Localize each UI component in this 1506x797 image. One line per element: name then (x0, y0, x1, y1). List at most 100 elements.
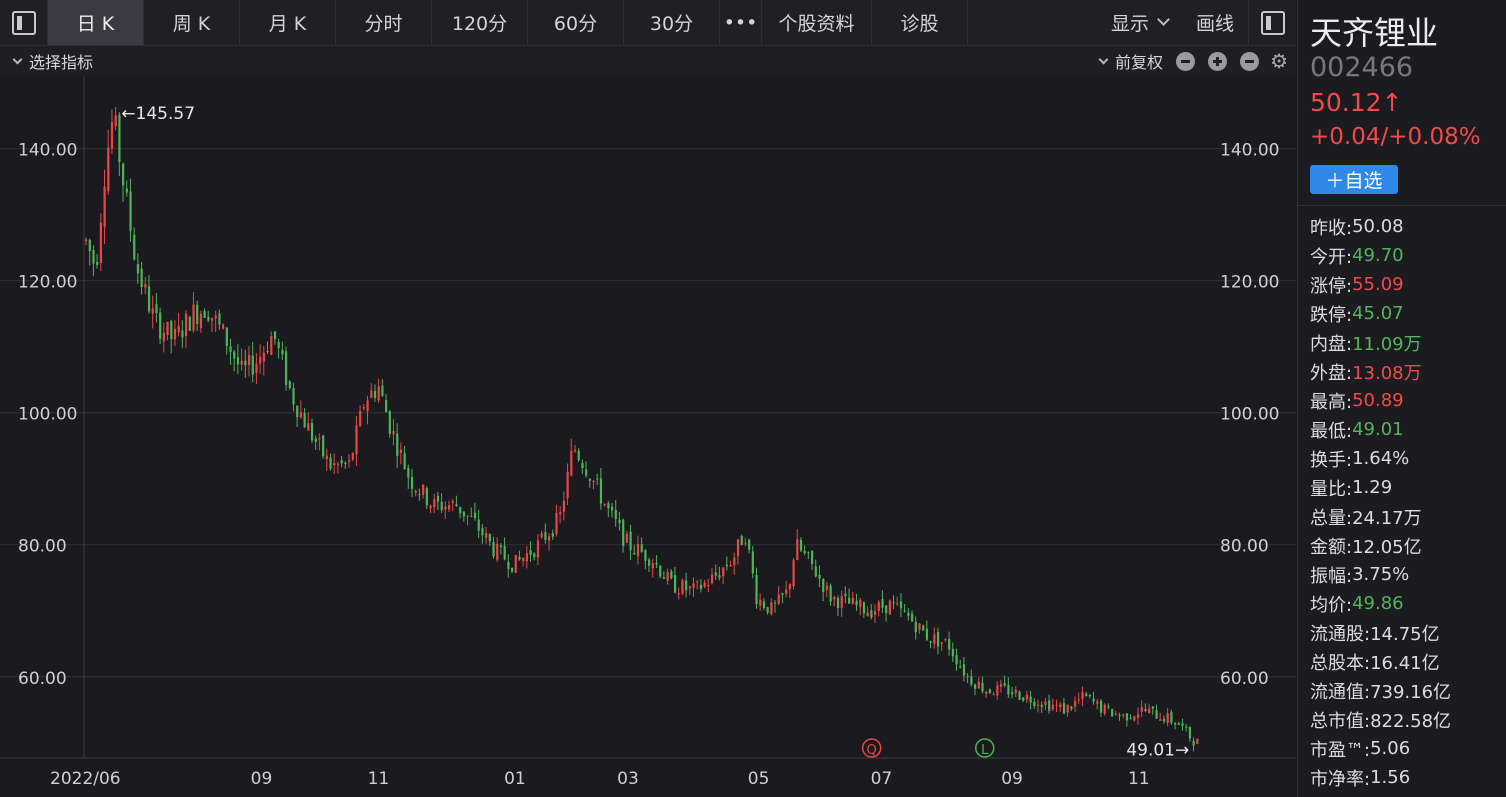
stock-change: +0.04/+0.08% (1310, 124, 1481, 150)
stock-name: 天齐锂业 (1310, 14, 1439, 52)
stat-label: 振幅: (1310, 565, 1353, 587)
candle-body (699, 584, 703, 590)
candle-body (836, 597, 840, 609)
candle-body (636, 544, 640, 557)
candle-body (1085, 693, 1088, 696)
candle-body (888, 600, 892, 615)
candle-body (510, 567, 514, 572)
candle-body (1096, 701, 1099, 704)
display-dropdown[interactable]: 显示 (1101, 0, 1178, 45)
tab-120min[interactable]: 120分 (432, 0, 528, 45)
y-tick-label-left: 120.00 (18, 273, 77, 293)
stat-value: 16.41亿 (1370, 652, 1440, 674)
candle-body (477, 519, 480, 531)
candle-body (196, 304, 199, 324)
candle-body (292, 388, 295, 405)
candle-body (714, 572, 717, 576)
candle-body (303, 413, 306, 428)
candle-body (1025, 694, 1029, 700)
candle-body (1059, 704, 1062, 708)
stat-label: 总股本: (1310, 652, 1371, 674)
candle-body (981, 682, 984, 692)
candle-body (351, 453, 354, 460)
candle-body (359, 410, 362, 426)
candle-body (140, 268, 143, 288)
candle-body (748, 539, 751, 550)
candle-body (977, 681, 980, 689)
candle-body (107, 147, 110, 192)
y-tick-label-left: 100.00 (18, 405, 77, 425)
candle-body (266, 351, 269, 353)
candle-body (577, 450, 580, 461)
candle-body (796, 539, 799, 561)
gear-icon[interactable]: ⚙ (1270, 49, 1288, 73)
candle-body (859, 599, 862, 607)
candle-body (729, 565, 732, 567)
candle-body (166, 321, 169, 336)
more-periods-button[interactable]: ••• (720, 0, 762, 45)
tab-stock-diagnosis[interactable]: 诊股 (872, 0, 968, 45)
tab-day-k[interactable]: 日 K (48, 0, 144, 45)
candle-body (307, 423, 310, 431)
candle-body (422, 484, 425, 495)
candlestick-chart[interactable]: 140.00 140.00 120.00 120.00 100.00 100.00 80.0… (0, 76, 1296, 797)
candle-body (711, 574, 714, 584)
x-tick-label: 09 (1001, 769, 1023, 789)
candle-body (262, 352, 266, 362)
candle-body (651, 563, 654, 569)
zoom-out-icon[interactable] (1176, 51, 1196, 71)
candle-body (536, 540, 540, 558)
stat-label: 昨收: (1310, 217, 1353, 239)
tab-week-k[interactable]: 周 K (144, 0, 240, 45)
tab-60min[interactable]: 60分 (528, 0, 624, 45)
stat-label: 外盘: (1310, 362, 1353, 384)
candle-body (585, 469, 588, 476)
candle-body (525, 553, 528, 562)
tab-intraday[interactable]: 分时 (336, 0, 432, 45)
candle-body (666, 572, 669, 581)
candle-body (296, 405, 299, 418)
event-marker-label: Q (867, 743, 877, 758)
candle-body (529, 550, 532, 555)
stat-label: 今开: (1310, 246, 1353, 268)
collapse-icon[interactable] (1240, 51, 1260, 71)
adjust-mode-dropdown[interactable]: 前复权 (1115, 53, 1164, 72)
candle-body (633, 553, 636, 555)
candle-body (233, 351, 236, 359)
candle-body (88, 239, 91, 251)
tab-month-k[interactable]: 月 K (240, 0, 336, 45)
zoom-in-icon[interactable] (1208, 51, 1228, 71)
candle-body (999, 684, 1003, 687)
stat-value: 49.70 (1352, 245, 1404, 266)
candle-body (1077, 699, 1080, 701)
add-to-watchlist-button[interactable]: ＋自选 (1310, 165, 1398, 194)
candle-body (118, 114, 121, 163)
toggle-left-panel-button[interactable] (0, 0, 48, 45)
candle-body (225, 327, 228, 346)
candle-body (388, 411, 391, 434)
candle-body (570, 450, 573, 476)
candle-body (833, 596, 836, 600)
candle-body (1114, 713, 1117, 715)
candle-body (1122, 714, 1125, 716)
candle-body (518, 556, 521, 560)
candle-body (1188, 727, 1192, 739)
candle-body (966, 675, 969, 677)
candle-body (177, 325, 180, 333)
stat-label: 金额: (1310, 536, 1353, 558)
select-indicator-button[interactable]: 选择指标 (29, 53, 94, 72)
draw-line-button[interactable]: 画线 (1195, 13, 1234, 35)
y-tick-label-right: 80.00 (1220, 537, 1269, 557)
tab-stock-profile[interactable]: 个股资料 (762, 0, 872, 45)
candle-body (414, 490, 417, 493)
chevron-down-icon (12, 54, 23, 64)
candle-body (207, 316, 210, 321)
tab-30min[interactable]: 30分 (624, 0, 720, 45)
candle-body (640, 544, 643, 552)
candle-body (470, 515, 473, 517)
toggle-right-panel-button[interactable] (1248, 0, 1296, 45)
candle-body (499, 545, 503, 547)
candle-body (985, 691, 988, 694)
candle-body (1074, 700, 1077, 707)
candle-body (85, 239, 88, 242)
